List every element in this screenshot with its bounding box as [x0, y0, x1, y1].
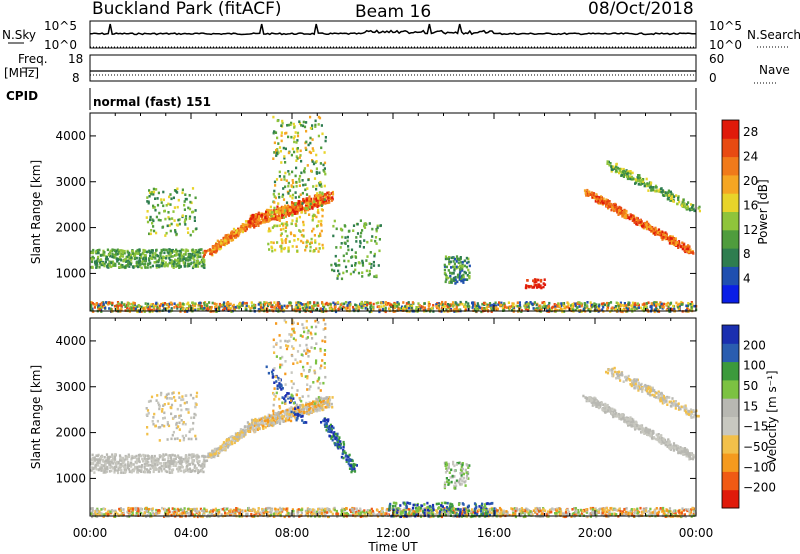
nsky-tick-bottom-left: 10^0	[44, 38, 77, 52]
x-axis: 00:00 04:00 08:00 12:00 16:00 20:00 00:00	[73, 526, 714, 540]
power-colorbar-tick-1: 8	[743, 247, 751, 261]
velocity-colorbar-tick-1: 100	[743, 359, 766, 373]
velocity-ylabel: Slant Range [km]	[29, 365, 43, 469]
nsky-tick-top-right: 10^5	[709, 19, 742, 33]
power-colorbar: 4 8 12 16 20 24 28	[721, 119, 758, 304]
power-colorbar-swatch-3	[722, 229, 739, 249]
velocity-colorbar-swatch-9	[722, 325, 739, 344]
cpid-label: CPID	[6, 89, 38, 103]
power-ytick-label-1: 2000	[55, 221, 86, 235]
velocity-data	[90, 318, 700, 519]
power-data	[90, 115, 701, 314]
velocity-colorbar-swatch-2	[722, 453, 739, 472]
power-colorbar-tick-6: 28	[743, 125, 758, 139]
power-colorbar-swatch-8	[722, 138, 739, 158]
velocity-colorbar-swatch-8	[722, 343, 739, 363]
velocity-colorbar: 200 100 50 15 −15 −50 −100 −200	[721, 324, 776, 509]
velocity-ytick-label-1: 2000	[55, 426, 86, 440]
power-ylabel: Slant Range [km]	[29, 160, 43, 264]
power-colorbar-swatch-4	[722, 211, 739, 231]
x-axis-label: Time UT	[367, 540, 418, 554]
velocity-colorbar-swatch-7	[722, 361, 739, 381]
freq-label: Freq.	[18, 52, 48, 66]
freq-unit-label: [MHz]	[4, 66, 39, 80]
nsky-trace	[89, 23, 696, 36]
velocity-ytick-label-0: 1000	[55, 471, 86, 485]
velocity-panel: 1000 2000 3000 4000 Slant Range [km] 200 100…	[29, 317, 779, 519]
x-tick-label-6: 00:00	[679, 526, 714, 540]
power-colorbar-swatch-6	[722, 174, 739, 194]
velocity-colorbar-swatch-5	[722, 398, 739, 417]
freq-tick-top: 18	[68, 52, 83, 66]
velocity-colorbar-swatch-0	[722, 489, 739, 509]
cpid-value: normal (fast) 151	[93, 95, 211, 109]
velocity-colorbar-tick-4: −15	[743, 420, 768, 434]
velocity-colorbar-frame	[721, 324, 740, 509]
velocity-colorbar-tick-2: 50	[743, 379, 758, 393]
power-colorbar-swatch-1	[722, 266, 739, 286]
velocity-colorbar-tick-5: −50	[743, 440, 768, 454]
nave-tick-top: 60	[709, 52, 724, 66]
nave-tick-bottom: 0	[709, 71, 717, 85]
cpid-panel: CPID normal (fast) 151	[6, 88, 697, 110]
freq-tick-bottom: 8	[72, 71, 80, 85]
power-panel: 1000 2000 3000 4000 Slant Range [km] 4 8 12 16…	[29, 112, 770, 314]
nave-label: Nave	[759, 63, 790, 77]
x-tick-label-3: 12:00	[376, 526, 411, 540]
velocity-colorbar-swatch-6	[722, 379, 739, 399]
power-colorbar-label: Power [dB]	[756, 179, 770, 244]
x-tick-label-1: 04:00	[174, 526, 209, 540]
power-colorbar-swatch-7	[722, 156, 739, 176]
site-title: Buckland Park (fitACF)	[92, 0, 282, 19]
x-tick-label-0: 00:00	[73, 526, 108, 540]
velocity-ytick-label-2: 3000	[55, 380, 86, 394]
velocity-ytick-label-3: 4000	[55, 334, 86, 348]
power-ytick-label-0: 1000	[55, 266, 86, 280]
beam-label: Beam 16	[355, 2, 431, 22]
date-label: 08/Oct/2018	[588, 0, 694, 19]
velocity-colorbar-tick-7: −200	[743, 481, 776, 495]
power-colorbar-swatch-9	[722, 120, 739, 139]
power-colorbar-tick-2: 12	[743, 223, 758, 237]
velocity-colorbar-swatch-4	[722, 416, 739, 436]
x-tick-label-2: 08:00	[275, 526, 310, 540]
power-colorbar-tick-5: 24	[743, 150, 758, 164]
power-colorbar-tick-0: 4	[743, 272, 751, 286]
velocity-colorbar-swatch-1	[722, 471, 739, 491]
velocity-colorbar-tick-0: 200	[743, 338, 766, 352]
power-frame	[89, 112, 697, 312]
power-colorbar-swatch-5	[722, 193, 739, 212]
power-ytick-label-3: 4000	[55, 129, 86, 143]
nsky-panel: N.Sky N.Search 10^5 10^0 10^5 10^0	[2, 19, 800, 52]
power-colorbar-frame	[721, 119, 740, 304]
power-colorbar-swatch-0	[722, 284, 739, 304]
velocity-colorbar-tick-6: −100	[743, 460, 776, 474]
power-ytick-label-2: 3000	[55, 175, 86, 189]
power-y-ticks: 1000 2000 3000 4000	[55, 113, 697, 311]
x-tick-label-5: 20:00	[578, 526, 613, 540]
freq-panel: Freq. [MHz] 18 8 60 0 Nave	[4, 52, 790, 85]
power-colorbar-swatch-2	[722, 248, 739, 267]
nsky-tick-top-left: 10^5	[44, 19, 77, 33]
x-tick-label-4: 16:00	[477, 526, 512, 540]
velocity-colorbar-tick-3: 15	[743, 399, 758, 413]
velocity-colorbar-swatch-3	[722, 434, 739, 454]
nsearch-label: N.Search	[747, 28, 800, 42]
velocity-colorbar-label: Velocity [m s⁻¹]	[765, 370, 779, 463]
power-colorbar-tick-3: 16	[743, 198, 758, 212]
power-colorbar-tick-4: 20	[743, 174, 758, 188]
nsky-tick-bottom-right: 10^0	[709, 38, 742, 52]
nsky-label: N.Sky	[2, 28, 36, 42]
velocity-y-ticks: 1000 2000 3000 4000	[55, 318, 697, 516]
